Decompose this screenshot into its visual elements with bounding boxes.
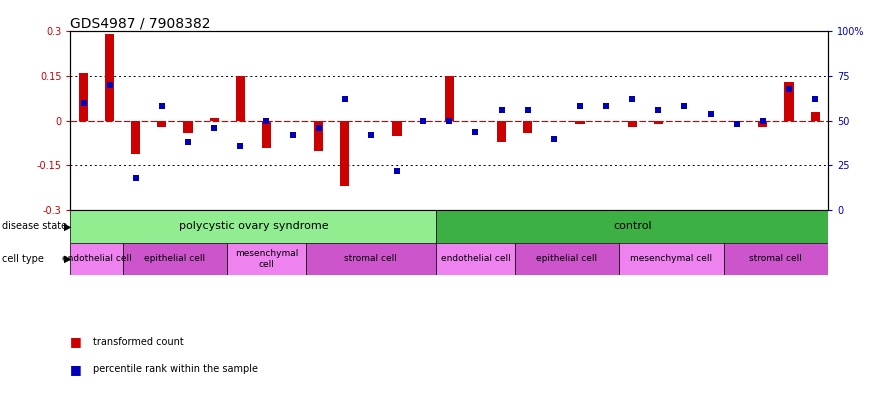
Bar [262, 121, 271, 148]
Text: ■: ■ [70, 335, 86, 349]
Point [626, 96, 640, 103]
Point [729, 121, 744, 127]
Point [181, 139, 195, 145]
Point [364, 132, 378, 138]
Text: transformed count: transformed count [93, 337, 183, 347]
Point [756, 118, 770, 124]
Bar [183, 121, 193, 133]
Bar [575, 121, 584, 124]
Bar [79, 73, 88, 121]
Bar [759, 121, 767, 127]
Text: stromal cell: stromal cell [344, 254, 397, 263]
Text: endothelial cell: endothelial cell [440, 254, 510, 263]
Text: mesenchymal
cell: mesenchymal cell [234, 249, 298, 268]
Point [704, 110, 718, 117]
Point [337, 96, 352, 103]
Text: ▶: ▶ [64, 221, 72, 231]
Bar [105, 35, 115, 121]
Text: polycystic ovary syndrome: polycystic ovary syndrome [179, 221, 329, 231]
Text: disease state: disease state [2, 221, 67, 231]
Bar [122, 242, 227, 275]
Text: cell type: cell type [2, 254, 44, 264]
Bar [70, 242, 122, 275]
Bar [619, 242, 723, 275]
Point [521, 107, 535, 113]
Point [207, 125, 221, 131]
Bar [306, 242, 436, 275]
Text: GDS4987 / 7908382: GDS4987 / 7908382 [70, 16, 211, 30]
Point [129, 175, 143, 181]
Point [155, 103, 169, 110]
Bar [654, 121, 663, 124]
Point [312, 125, 326, 131]
Bar [227, 242, 306, 275]
Point [573, 103, 587, 110]
Text: control: control [613, 221, 652, 231]
Bar [627, 121, 637, 127]
Bar [445, 76, 454, 121]
Text: epithelial cell: epithelial cell [537, 254, 597, 263]
Bar [158, 121, 167, 127]
Text: stromal cell: stromal cell [750, 254, 803, 263]
Bar [723, 242, 828, 275]
Point [259, 118, 273, 124]
Bar [784, 82, 794, 121]
Bar [436, 210, 828, 242]
Bar [340, 121, 350, 186]
Bar [515, 242, 619, 275]
Point [285, 132, 300, 138]
Bar [497, 121, 506, 141]
Point [547, 136, 561, 142]
Point [651, 107, 665, 113]
Point [390, 168, 404, 174]
Bar [523, 121, 532, 133]
Bar [131, 121, 140, 154]
Text: ■: ■ [70, 363, 86, 376]
Point [677, 103, 692, 110]
Point [233, 143, 248, 149]
Point [599, 103, 613, 110]
Bar [210, 118, 218, 121]
Point [494, 107, 508, 113]
Text: epithelial cell: epithelial cell [144, 254, 205, 263]
Point [77, 100, 91, 106]
Text: endothelial cell: endothelial cell [62, 254, 131, 263]
Text: mesenchymal cell: mesenchymal cell [630, 254, 713, 263]
Point [416, 118, 430, 124]
Bar [436, 242, 515, 275]
Point [469, 129, 483, 135]
Bar [392, 121, 402, 136]
Point [102, 82, 116, 88]
Text: ▶: ▶ [64, 254, 72, 264]
Text: percentile rank within the sample: percentile rank within the sample [93, 364, 257, 375]
Point [442, 118, 456, 124]
Bar [70, 210, 436, 242]
Bar [811, 112, 819, 121]
Bar [315, 121, 323, 151]
Bar [236, 76, 245, 121]
Point [782, 85, 796, 92]
Point [808, 96, 822, 103]
